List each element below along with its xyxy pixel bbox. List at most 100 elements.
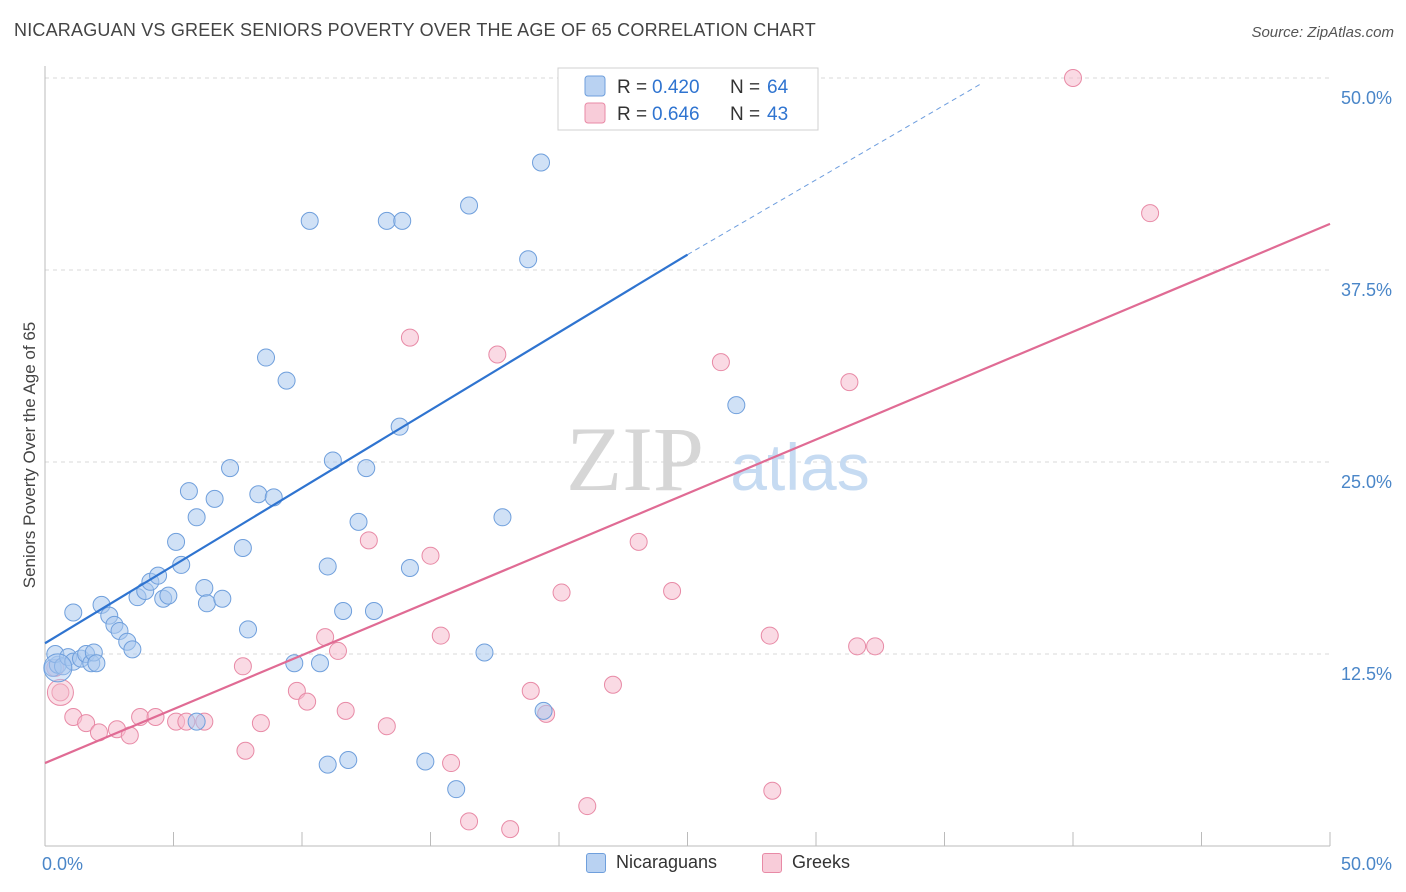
greeks-point xyxy=(77,714,96,733)
nicaraguans-point xyxy=(213,589,232,608)
greeks-legend-label: Greeks xyxy=(792,852,851,872)
greeks-point xyxy=(711,353,730,372)
legend-n-value-2: 43 xyxy=(767,104,788,125)
bottom-legend-nicaraguans: Nicaraguans xyxy=(586,852,717,873)
greeks-point xyxy=(663,582,682,601)
bottom-legend: Nicaraguans Greeks xyxy=(0,852,1406,878)
chart-title: NICARAGUAN VS GREEK SENIORS POVERTY OVER… xyxy=(14,20,816,40)
nicaraguans-point xyxy=(318,755,337,774)
greeks-point xyxy=(442,754,461,773)
nicaraguans-point xyxy=(364,601,383,620)
greeks-point xyxy=(848,637,867,656)
legend-r-value-1: 0.420 xyxy=(652,77,700,98)
greeks-point xyxy=(233,657,252,676)
greeks-point xyxy=(51,683,70,702)
greeks-point xyxy=(760,626,779,645)
greeks-point xyxy=(521,681,540,700)
nicaraguans-point xyxy=(187,508,206,527)
nicaraguans-point xyxy=(239,620,258,639)
greeks-point xyxy=(336,701,355,720)
nicaraguans-point xyxy=(339,750,358,769)
x-tick-label-0: 0.0% xyxy=(42,854,83,874)
greeks-point xyxy=(763,781,782,800)
legend-swatch-nicaraguans xyxy=(584,75,606,97)
nicaraguans-legend-label: Nicaraguans xyxy=(616,852,718,872)
nicaraguans-point xyxy=(264,488,283,507)
nicaraguans-point xyxy=(233,539,252,558)
nicaraguans-point xyxy=(727,396,746,415)
greeks-point xyxy=(1064,69,1082,87)
nicaraguans-point xyxy=(310,654,329,673)
nicaraguans-point xyxy=(393,211,412,230)
nicaraguans-point xyxy=(447,780,466,799)
tick-labels: 12.5% 25.0% 37.5% 50.0% 0.0% 50.0% xyxy=(42,88,1392,874)
legend-n-label-1: N = xyxy=(730,77,760,98)
nicaraguans-point xyxy=(249,485,268,504)
greeks-point xyxy=(552,583,571,602)
nicaraguans-point xyxy=(416,752,435,771)
watermark-zip: ZIP xyxy=(566,408,704,510)
nicaraguans-point xyxy=(221,459,240,478)
greeks-point xyxy=(298,692,317,711)
nicaraguans-point xyxy=(285,654,304,673)
nicaraguans-point xyxy=(179,482,198,501)
greeks-swatch xyxy=(762,852,782,873)
greeks-point xyxy=(578,797,597,816)
nicaraguans-point xyxy=(167,532,186,551)
greeks-point xyxy=(251,714,270,733)
y-tick-label-1: 25.0% xyxy=(1341,472,1392,492)
greeks-point xyxy=(359,531,378,550)
y-axis-label: Seniors Poverty Over the Age of 65 xyxy=(20,322,39,588)
greeks-points xyxy=(46,69,1160,839)
nicaraguans-point xyxy=(43,653,73,683)
nicaraguans-point xyxy=(532,153,551,172)
y-tick-label-2: 37.5% xyxy=(1341,280,1392,300)
greeks-point xyxy=(603,675,622,694)
legend-r-label-2: R = xyxy=(617,104,647,125)
y-tick-label-0: 12.5% xyxy=(1341,664,1392,684)
bottom-legend-greeks: Greeks xyxy=(762,852,850,873)
trend-lines xyxy=(44,82,1331,765)
nicaraguans-point xyxy=(475,643,494,662)
greeks-point xyxy=(421,546,440,565)
nicaraguans-point xyxy=(277,371,296,390)
greeks-point xyxy=(46,678,74,706)
greeks-point xyxy=(431,626,450,645)
greeks-point xyxy=(377,717,396,736)
nicaraguans-point xyxy=(87,654,106,673)
greeks-trend-line xyxy=(44,222,1331,765)
greeks-point xyxy=(629,532,648,551)
greeks-point xyxy=(488,345,507,364)
watermark-atlas: atlas xyxy=(730,430,869,504)
legend-n-value-1: 64 xyxy=(767,77,789,98)
greeks-point xyxy=(1141,204,1160,223)
nicaraguans-point xyxy=(377,211,396,230)
nicaraguans-point xyxy=(123,640,142,659)
greeks-point xyxy=(460,812,479,831)
nicaraguans-points xyxy=(43,153,746,799)
nicaraguans-point xyxy=(187,712,206,731)
grid-lines xyxy=(45,77,1330,655)
nicaraguans-trend-extension xyxy=(687,82,984,256)
source-label: Source: ZipAtlas.com xyxy=(1251,24,1394,41)
nicaraguans-point xyxy=(64,603,83,622)
nicaraguans-point xyxy=(349,512,368,531)
axes xyxy=(44,66,1331,847)
greeks-point xyxy=(840,373,859,392)
nicaraguans-point xyxy=(519,250,538,269)
greeks-point xyxy=(501,820,520,839)
y-tick-label-3: 50.0% xyxy=(1341,88,1392,108)
legend-n-label-2: N = xyxy=(730,104,760,125)
nicaraguans-point xyxy=(257,348,276,367)
greeks-point xyxy=(866,637,885,656)
nicaraguans-point xyxy=(493,508,512,527)
nicaraguans-point xyxy=(460,196,479,215)
nicaraguans-point xyxy=(318,557,337,576)
nicaraguans-point xyxy=(159,586,178,605)
greeks-point xyxy=(328,641,347,660)
legend-r-label-1: R = xyxy=(617,77,647,98)
nicaraguans-point xyxy=(534,701,553,720)
legend-box: R = 0.420 N = 64 R = 0.646 N = 43 xyxy=(557,67,819,131)
legend-r-value-2: 0.646 xyxy=(652,104,700,125)
